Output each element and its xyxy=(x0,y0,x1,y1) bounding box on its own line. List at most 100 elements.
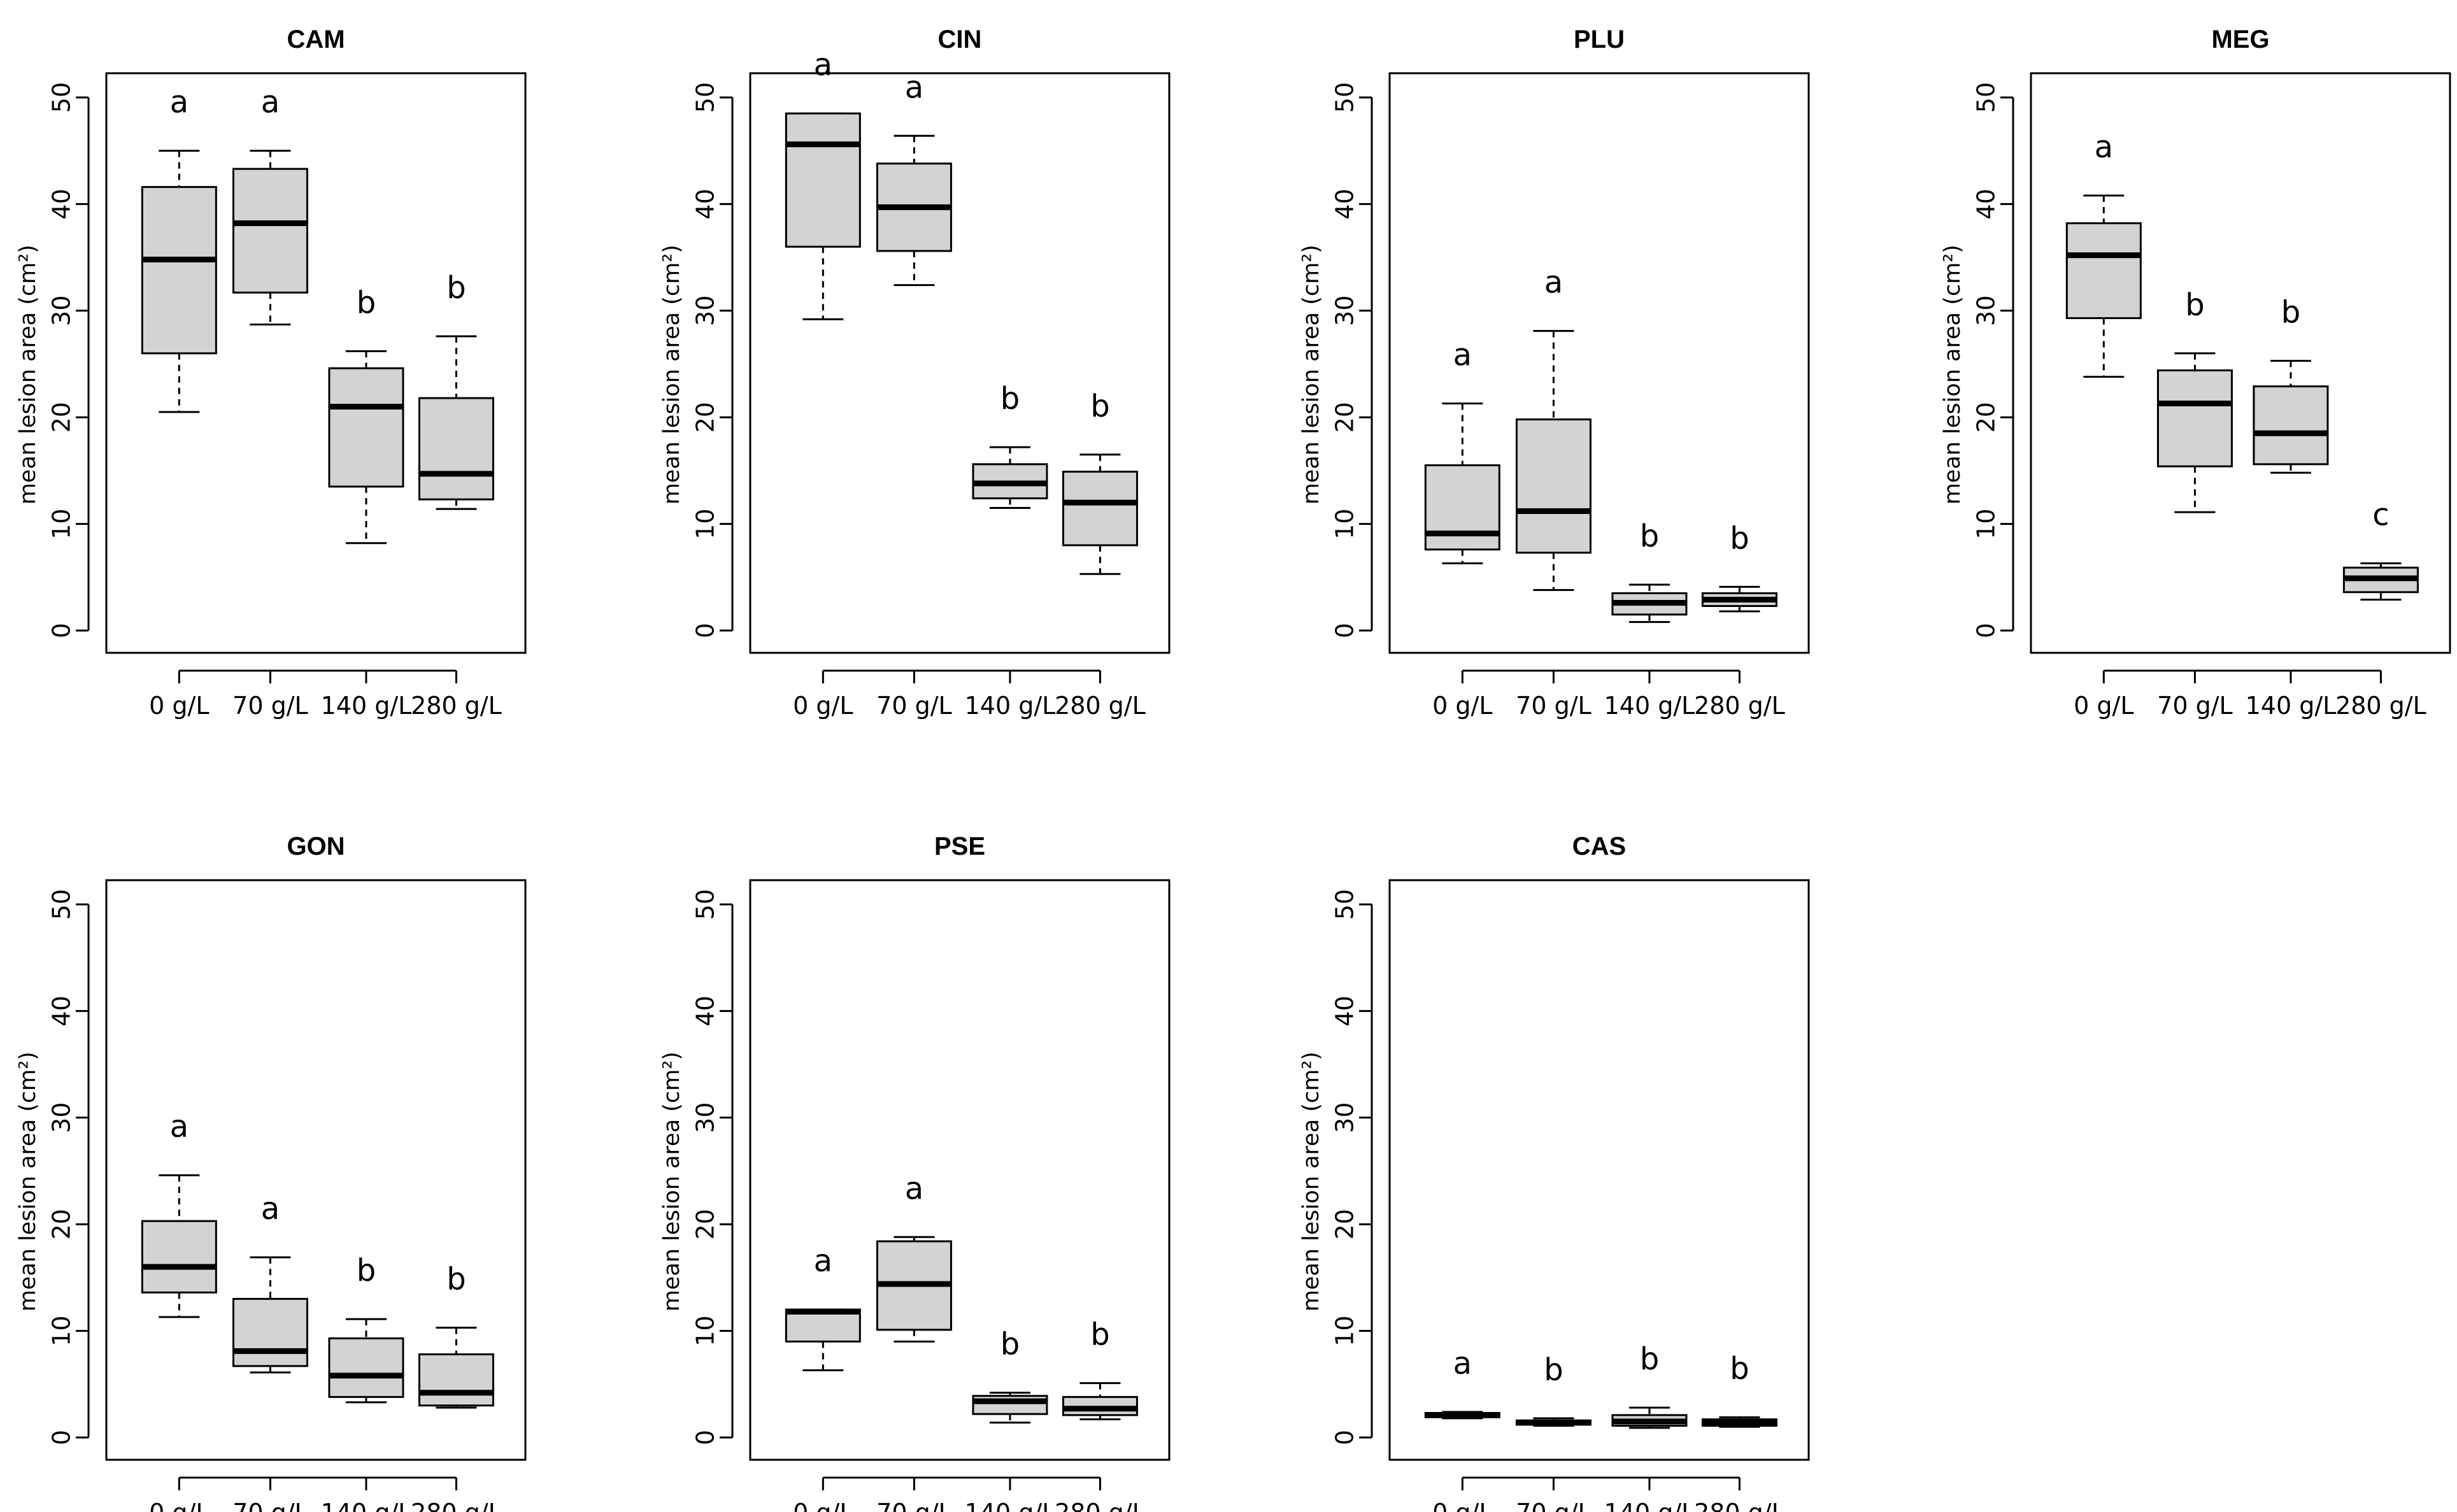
y-tick-label: 20 xyxy=(48,1209,76,1239)
iqr-box xyxy=(785,112,861,248)
y-tick-label: 10 xyxy=(692,508,720,539)
y-tick-label: 40 xyxy=(48,189,76,219)
x-tick-label: 70 g/L xyxy=(876,1499,952,1512)
iqr-box xyxy=(785,1308,861,1343)
y-tick-label: 10 xyxy=(1331,1315,1359,1346)
significance-letter: c xyxy=(2372,497,2389,533)
y-tick-label: 30 xyxy=(1331,296,1359,326)
y-tick-label: 50 xyxy=(48,82,76,113)
box-0-g-L: a xyxy=(1424,337,1500,565)
y-axis-label: mean lesion area (cm²) xyxy=(15,245,41,504)
x-tick-label: 140 g/L xyxy=(965,692,1056,720)
box-0-g-L: a xyxy=(785,47,861,320)
iqr-box xyxy=(1062,471,1138,546)
x-tick-label: 70 g/L xyxy=(1516,1499,1592,1512)
iqr-box xyxy=(1515,418,1592,554)
box-70-g-L: a xyxy=(1515,265,1592,591)
x-tick-label: 0 g/L xyxy=(793,1499,853,1512)
y-tick-label: 40 xyxy=(1331,995,1359,1026)
box-280-g-L: b xyxy=(1701,1351,1777,1428)
y-tick-label: 0 xyxy=(1331,623,1359,638)
box-70-g-L: b xyxy=(2156,287,2233,513)
y-tick-label: 20 xyxy=(1331,1209,1359,1239)
y-axis-label: mean lesion area (cm²) xyxy=(1299,245,1324,504)
significance-letter: a xyxy=(1453,1346,1472,1381)
plot-frame xyxy=(1388,879,1810,1461)
box-140-g-L: b xyxy=(1611,1341,1688,1429)
y-axis-label: mean lesion area (cm²) xyxy=(15,1052,41,1311)
panel-cam: CAM 0 10 20 30 40 50 mean lesion area (cm²) 0 g/… xyxy=(15,25,527,720)
box-280-g-L: b xyxy=(1062,389,1138,575)
x-tick-label: 280 g/L xyxy=(1055,1499,1146,1512)
x-tick-label: 0 g/L xyxy=(2074,692,2133,720)
x-tick-label: 140 g/L xyxy=(2246,692,2337,720)
significance-letter: b xyxy=(446,1262,466,1297)
iqr-box xyxy=(2253,385,2329,466)
y-tick-label: 20 xyxy=(692,402,720,432)
significance-letter: a xyxy=(1544,265,1563,301)
y-tick-label: 30 xyxy=(692,296,720,326)
y-tick-label: 40 xyxy=(1331,189,1359,219)
x-tick-label: 280 g/L xyxy=(1694,1499,1785,1512)
plot-frame xyxy=(749,879,1171,1461)
box-280-g-L: b xyxy=(418,1262,494,1409)
y-tick-label: 40 xyxy=(692,189,720,219)
significance-letter: b xyxy=(1640,1341,1659,1377)
box-140-g-L: b xyxy=(2253,294,2329,474)
x-tick-label: 0 g/L xyxy=(1432,1499,1492,1512)
box-70-g-L: a xyxy=(232,1191,308,1374)
plot-frame xyxy=(749,72,1171,654)
y-tick-label: 30 xyxy=(48,296,76,326)
panel-title: MEG xyxy=(2211,25,2269,53)
iqr-box xyxy=(141,1220,217,1294)
x-tick-label: 140 g/L xyxy=(321,692,412,720)
box-140-g-L: b xyxy=(972,381,1048,509)
y-tick-label: 50 xyxy=(1972,82,2000,113)
box-280-g-L: b xyxy=(1701,520,1777,613)
y-tick-label: 20 xyxy=(1972,402,2000,432)
y-tick-label: 0 xyxy=(692,623,720,638)
x-tick-label: 70 g/L xyxy=(232,1499,308,1512)
panel-gon: GON 0 10 20 30 40 50 mean lesion area (cm²) 0 g/… xyxy=(15,832,527,1512)
box-0-g-L: a xyxy=(141,1109,217,1318)
panel-title: PLU xyxy=(1574,25,1625,53)
plot-frame xyxy=(105,879,527,1461)
box-70-g-L: a xyxy=(876,69,952,287)
y-tick-label: 40 xyxy=(1972,189,2000,219)
iqr-box xyxy=(418,1353,494,1407)
x-tick-label: 0 g/L xyxy=(149,692,209,720)
y-tick-label: 30 xyxy=(1331,1102,1359,1133)
iqr-box xyxy=(1424,464,1500,551)
y-axis-label: mean lesion area (cm²) xyxy=(659,245,685,504)
y-tick-label: 0 xyxy=(48,1430,76,1445)
significance-letter: a xyxy=(170,85,189,120)
y-tick-label: 0 xyxy=(1331,1430,1359,1445)
panel-title: CIN xyxy=(938,25,982,53)
iqr-box xyxy=(2156,369,2233,467)
y-tick-label: 50 xyxy=(1331,889,1359,920)
y-tick-label: 10 xyxy=(48,1315,76,1346)
panel-title: CAM xyxy=(287,25,345,53)
panel-meg: MEG 0 10 20 30 40 50 mean lesion area (cm²) 0 g/… xyxy=(1940,25,2451,720)
panel-title: CAS xyxy=(1572,832,1626,860)
box-280-g-L: b xyxy=(1062,1317,1138,1421)
y-tick-label: 0 xyxy=(48,623,76,638)
iqr-box xyxy=(232,1297,308,1367)
x-tick-label: 70 g/L xyxy=(1516,692,1592,720)
y-tick-label: 50 xyxy=(692,82,720,113)
box-70-g-L: a xyxy=(232,85,308,326)
box-280-g-L: b xyxy=(418,270,494,510)
iqr-box xyxy=(418,397,494,501)
significance-letter: a xyxy=(261,85,280,120)
plot-frame xyxy=(105,72,527,654)
iqr-box xyxy=(232,168,308,294)
y-tick-label: 40 xyxy=(692,995,720,1026)
significance-letter: a xyxy=(905,69,923,105)
y-tick-label: 20 xyxy=(1331,402,1359,432)
iqr-box xyxy=(2065,222,2142,320)
significance-letter: b xyxy=(2281,294,2300,330)
significance-letter: b xyxy=(1001,1327,1020,1362)
y-tick-label: 50 xyxy=(48,889,76,920)
panel-title: GON xyxy=(287,832,345,860)
plot-frame xyxy=(1388,72,1810,654)
